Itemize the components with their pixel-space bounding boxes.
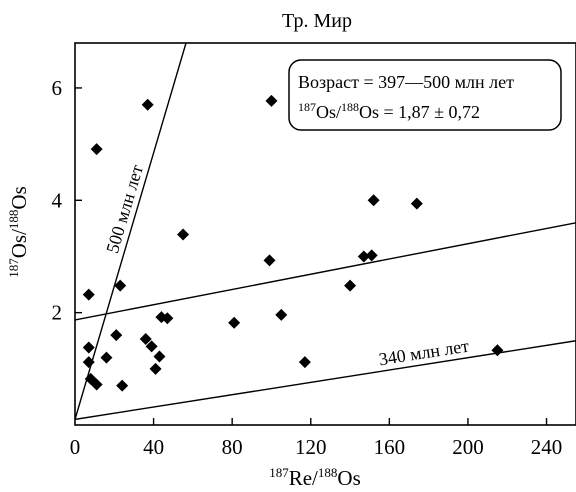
- y-tick-label: 6: [52, 76, 63, 100]
- y-tick-label: 4: [52, 188, 63, 212]
- chart-title: Тр. Мир: [282, 10, 352, 32]
- data-point: [149, 362, 162, 375]
- age-text: Возраст = 397—500 млн лет: [298, 72, 514, 92]
- x-tick-label: 40: [143, 435, 164, 459]
- x-tick-label: 80: [222, 435, 243, 459]
- data-point: [145, 340, 158, 353]
- line-label-500: 500 млн лет: [102, 162, 147, 255]
- data-point: [90, 378, 103, 391]
- data-point: [153, 350, 166, 363]
- data-point: [82, 341, 95, 354]
- data-point: [82, 356, 95, 369]
- reference-line-1: [75, 222, 576, 321]
- plot-area: [74, 42, 576, 426]
- data-point: [410, 197, 423, 210]
- data-point: [228, 316, 241, 329]
- data-point: [90, 143, 103, 156]
- x-tick-label: 200: [452, 435, 484, 459]
- data-point: [365, 249, 378, 262]
- data-point: [491, 344, 504, 357]
- data-point: [177, 228, 190, 241]
- data-point: [275, 308, 288, 321]
- x-axis-label: 187Re/188Os: [269, 465, 361, 490]
- data-point: [357, 250, 370, 263]
- data-point: [298, 356, 311, 369]
- reference-line-2: [75, 340, 576, 421]
- data-point: [139, 333, 152, 346]
- data-point: [265, 94, 278, 107]
- ratio-text: 187Os/188Os = 1,87 ± 0,72: [298, 100, 480, 122]
- x-tick-label: 0: [70, 435, 81, 459]
- y-tick-label: 2: [52, 301, 63, 325]
- x-tick-label: 240: [531, 435, 563, 459]
- data-point: [116, 379, 129, 392]
- data-point: [100, 351, 113, 364]
- data-point: [114, 279, 127, 292]
- x-tick-label: 120: [295, 435, 327, 459]
- data-point: [141, 98, 154, 111]
- data-point: [367, 194, 380, 207]
- data-point: [344, 279, 357, 292]
- reference-line-0: [75, 43, 187, 420]
- data-point: [110, 329, 123, 342]
- data-point: [161, 312, 174, 325]
- data-point: [82, 288, 95, 301]
- y-axis-label: 187Os/188Os: [6, 186, 31, 278]
- data-point: [263, 254, 276, 267]
- info-box: [288, 59, 562, 131]
- x-tick-label: 160: [374, 435, 406, 459]
